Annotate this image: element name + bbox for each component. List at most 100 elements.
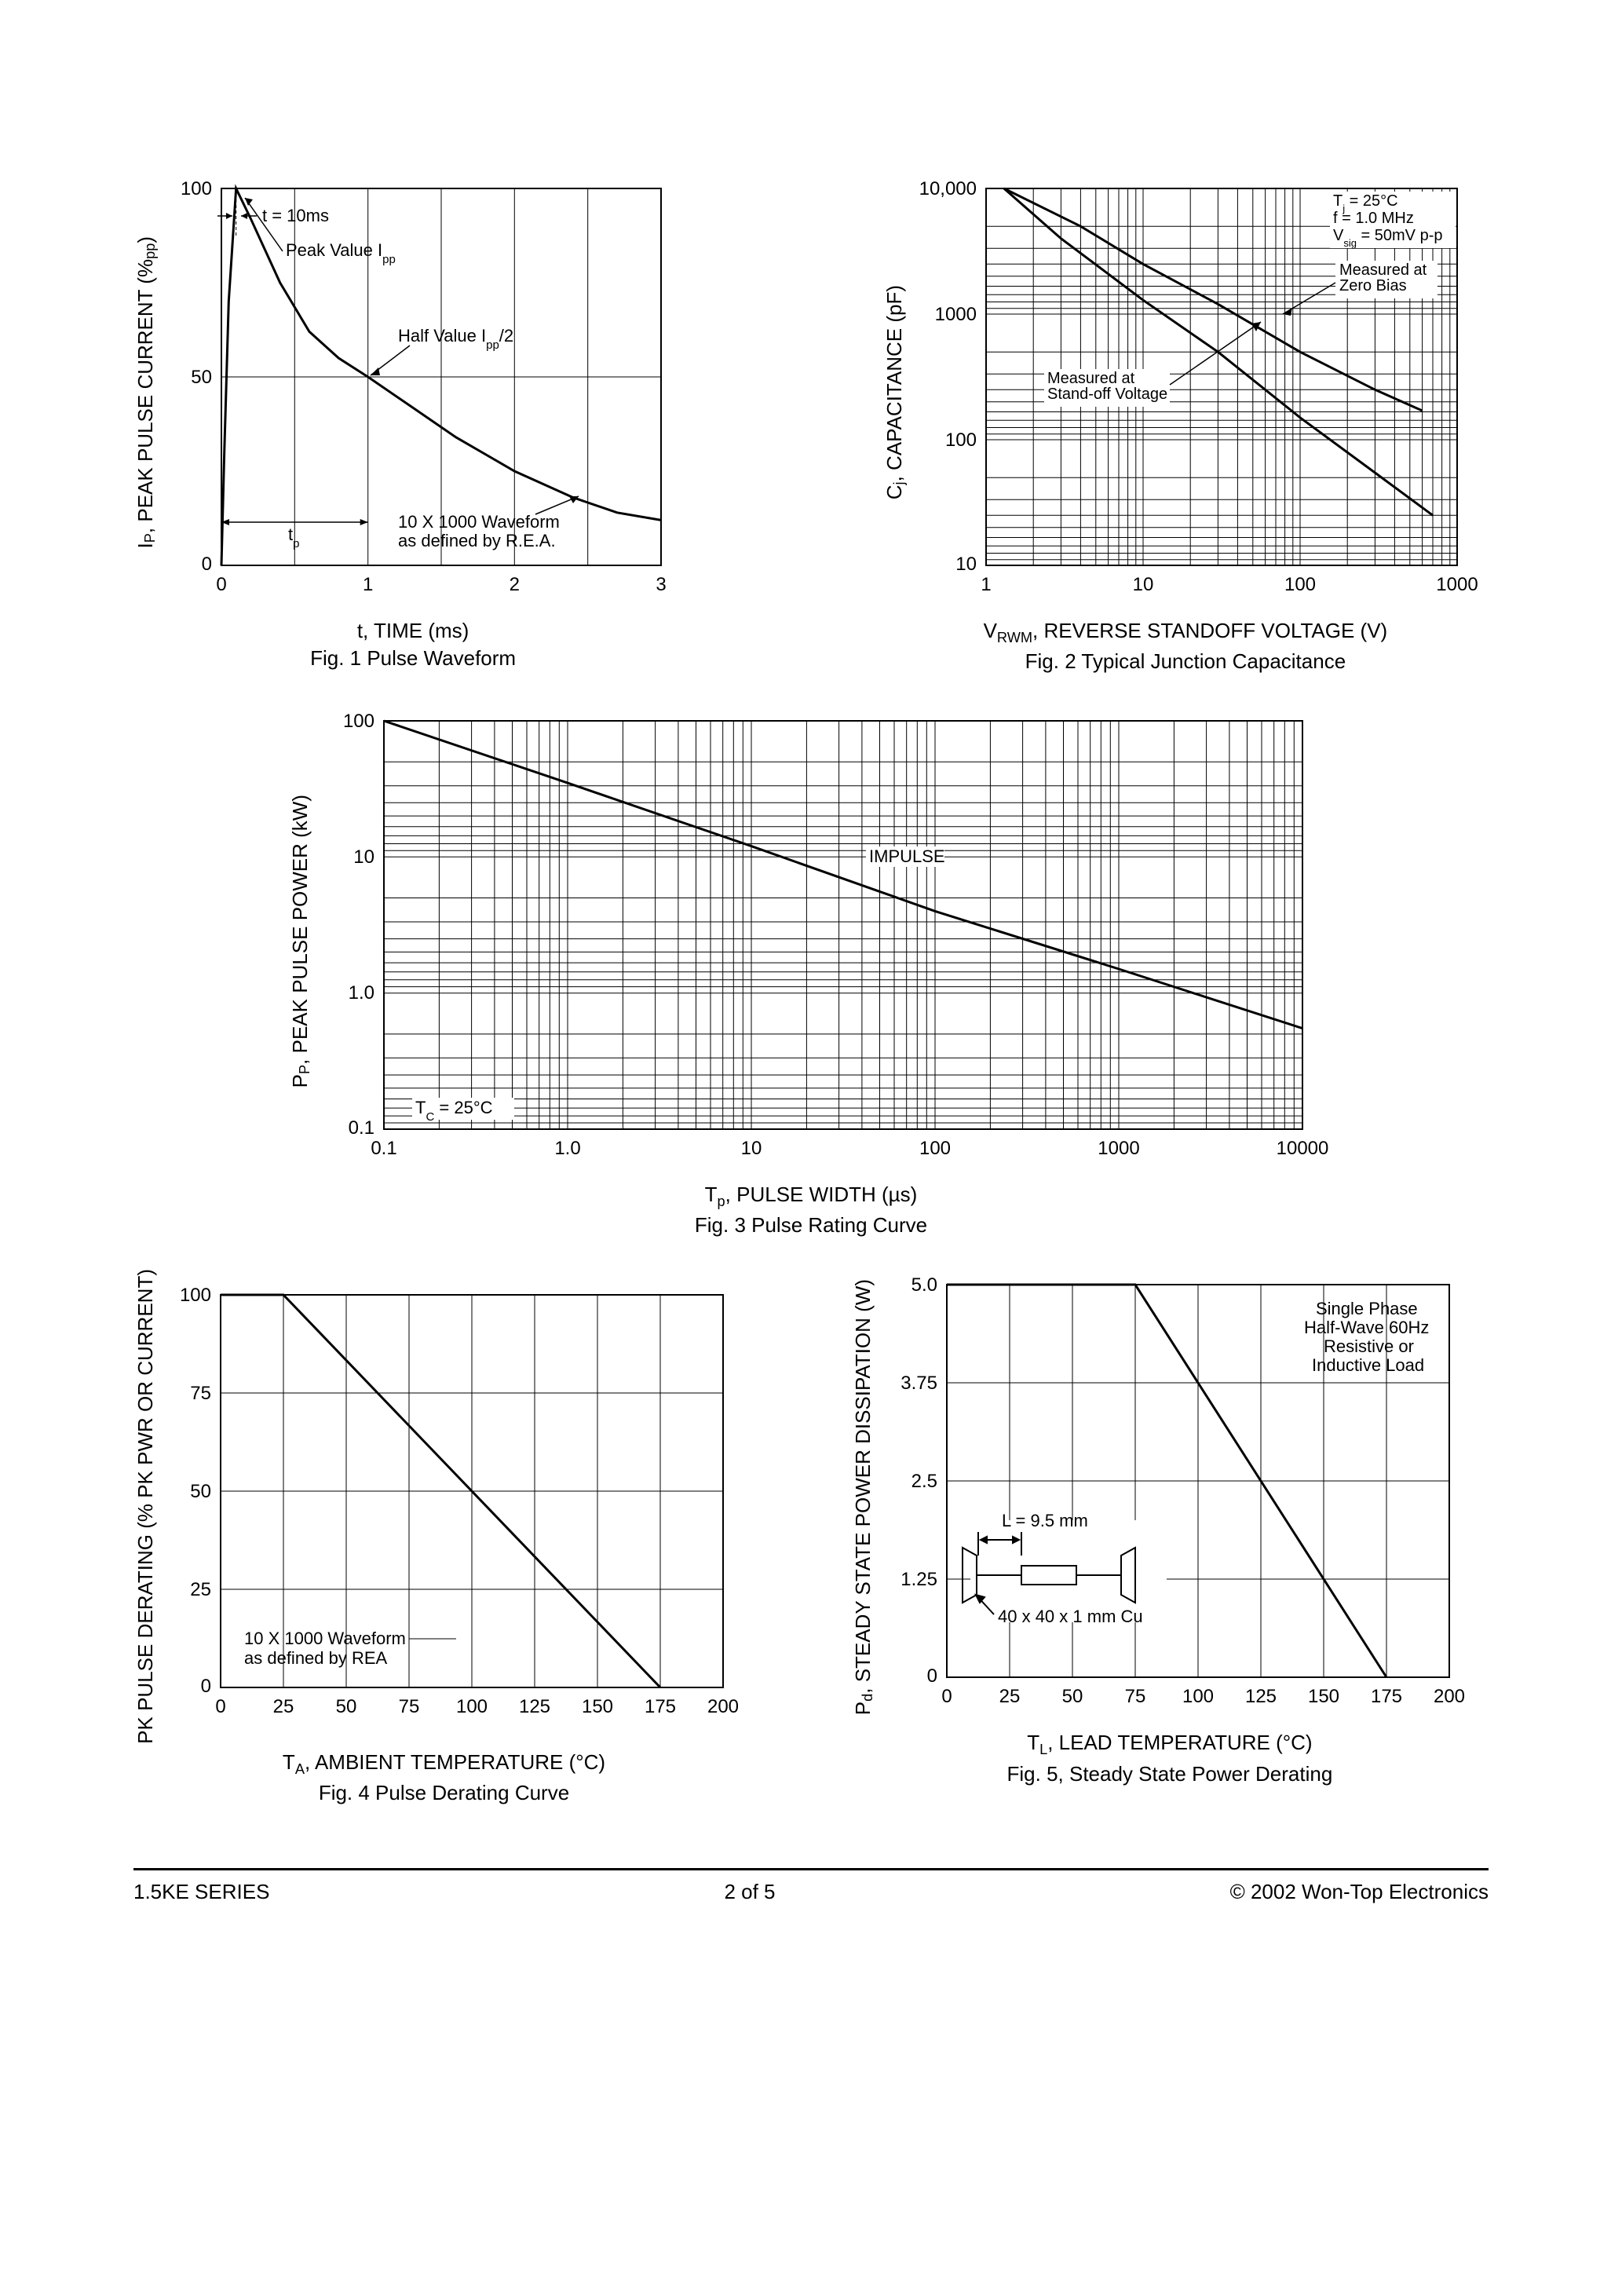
fig3-annot-impulse: IMPULSE: [869, 846, 945, 866]
fig4-annot-r1: 10 X 1000 Waveform: [244, 1629, 406, 1648]
svg-text:1: 1: [363, 574, 373, 595]
svg-text:1.25: 1.25: [901, 1569, 937, 1590]
fig3-xlabel: Tp, PULSE WIDTH (µs): [705, 1183, 918, 1210]
svg-text:1000: 1000: [1098, 1138, 1139, 1159]
svg-text:3.75: 3.75: [901, 1373, 937, 1394]
fig2-annot-zb1: Measured at: [1339, 261, 1427, 279]
footer-copyright: © 2002 Won-Top Electronics: [1230, 1880, 1489, 1904]
svg-text:10: 10: [1133, 574, 1154, 595]
svg-text:0.1: 0.1: [349, 1117, 374, 1139]
svg-text:200: 200: [707, 1696, 739, 1717]
svg-text:150: 150: [1308, 1686, 1339, 1707]
fig2-annot-c2: f = 1.0 MHz: [1333, 210, 1414, 227]
fig3-block: PP, PEAK PULSE POWER (kW): [288, 705, 1334, 1238]
svg-text:150: 150: [582, 1696, 613, 1717]
fig5-ylabel: Pd, STEADY STATE POWER DISSIPATION (W): [851, 1279, 876, 1715]
svg-text:0: 0: [941, 1686, 952, 1707]
svg-text:1: 1: [981, 574, 991, 595]
svg-text:75: 75: [399, 1696, 420, 1717]
fig3-chart: IMPULSE TC = 25°C 100 10 1.0 0.1 0.1 1.0…: [313, 705, 1334, 1176]
svg-text:1000: 1000: [1436, 574, 1478, 595]
svg-text:0: 0: [215, 1696, 225, 1717]
fig1-chart: t = 10ms Peak Value Ipp Half Value Ipp/2: [159, 173, 692, 612]
fig1-annot-tr: t = 10ms: [262, 206, 329, 225]
svg-text:100: 100: [919, 1138, 951, 1159]
fig5-annot-c4: Inductive Load: [1312, 1355, 1424, 1375]
fig5-annot-c2: Half-Wave 60Hz: [1304, 1318, 1429, 1337]
svg-text:0.1: 0.1: [371, 1138, 396, 1159]
svg-text:25: 25: [273, 1696, 294, 1717]
svg-text:1000: 1000: [935, 304, 977, 325]
svg-text:1.0: 1.0: [349, 982, 374, 1004]
fig4-chart: 10 X 1000 Waveform as defined by REA 100…: [158, 1279, 754, 1735]
svg-text:100: 100: [1182, 1686, 1214, 1707]
fig4-ylabel: PK PULSE DERATING (% PK PWR OR CURRENT): [133, 1269, 158, 1744]
fig4-caption: Fig. 4 Pulse Derating Curve: [319, 1781, 569, 1805]
fig2-annot-so1: Measured at: [1047, 370, 1135, 387]
datasheet-page: IP, PEAK PULSE CURRENT (%pp): [133, 173, 1489, 1904]
svg-text:3: 3: [656, 574, 667, 595]
fig5-annot-lead: L = 9.5 mm: [1002, 1511, 1088, 1530]
svg-text:125: 125: [519, 1696, 550, 1717]
fig4-block: PK PULSE DERATING (% PK PWR OR CURRENT) …: [133, 1269, 754, 1805]
fig5-annot-cu: 40 x 40 x 1 mm Cu: [998, 1607, 1143, 1626]
fig1-block: IP, PEAK PULSE CURRENT (%pp): [133, 173, 692, 674]
fig4-annot-r2: as defined by REA: [244, 1648, 388, 1668]
svg-text:25: 25: [999, 1686, 1021, 1707]
svg-text:50: 50: [1062, 1686, 1083, 1707]
svg-text:0: 0: [927, 1665, 937, 1687]
fig1-annot-peak: Peak Value Ipp: [286, 240, 396, 266]
fig5-chart: Single Phase Half-Wave 60Hz Resistive or…: [876, 1269, 1489, 1724]
fig2-xlabel: VRWM, REVERSE STANDOFF VOLTAGE (V): [984, 619, 1388, 646]
svg-text:200: 200: [1434, 1686, 1465, 1707]
fig1-annot-rea1: 10 X 1000 Waveform: [398, 512, 560, 532]
svg-text:25: 25: [190, 1579, 211, 1600]
fig1-annot-half: Half Value Ipp/2: [398, 326, 513, 352]
svg-text:0: 0: [217, 574, 227, 595]
fig3-caption: Fig. 3 Pulse Rating Curve: [695, 1213, 927, 1238]
fig2-chart: Tj = 25°C f = 1.0 MHz Vsig = 50mV p-p Me…: [908, 173, 1489, 612]
svg-text:100: 100: [456, 1696, 488, 1717]
svg-text:10,000: 10,000: [919, 178, 977, 199]
fig4-xlabel: TA, AMBIENT TEMPERATURE (°C): [283, 1750, 605, 1778]
svg-text:100: 100: [181, 178, 212, 199]
svg-text:75: 75: [1125, 1686, 1146, 1707]
svg-text:0: 0: [202, 554, 212, 575]
row-3: PK PULSE DERATING (% PK PWR OR CURRENT) …: [133, 1269, 1489, 1805]
svg-text:100: 100: [1284, 574, 1316, 595]
svg-text:5.0: 5.0: [911, 1274, 937, 1296]
fig1-annot-rea2: as defined by R.E.A.: [398, 531, 556, 550]
fig1-ylabel: IP, PEAK PULSE CURRENT (%pp): [133, 236, 159, 548]
svg-text:100: 100: [945, 430, 977, 451]
svg-text:10000: 10000: [1277, 1138, 1329, 1159]
fig2-annot-so2: Stand-off Voltage: [1047, 386, 1167, 403]
svg-text:10: 10: [955, 554, 977, 575]
fig2-caption: Fig. 2 Typical Junction Capacitance: [1025, 649, 1346, 674]
fig1-annot-td: tp: [288, 525, 299, 550]
svg-text:2.5: 2.5: [911, 1471, 937, 1492]
svg-text:10: 10: [353, 846, 374, 868]
svg-text:175: 175: [645, 1696, 676, 1717]
row-2: PP, PEAK PULSE POWER (kW): [133, 705, 1489, 1238]
fig2-annot-zb2: Zero Bias: [1339, 277, 1407, 294]
svg-text:125: 125: [1245, 1686, 1277, 1707]
page-footer: 1.5KE SERIES 2 of 5 © 2002 Won-Top Elect…: [133, 1868, 1489, 1904]
svg-text:100: 100: [343, 711, 374, 732]
footer-page: 2 of 5: [724, 1880, 775, 1904]
footer-series: 1.5KE SERIES: [133, 1880, 269, 1904]
fig5-annot-c3: Resistive or: [1324, 1336, 1414, 1356]
svg-text:1.0: 1.0: [554, 1138, 580, 1159]
svg-text:0: 0: [201, 1676, 211, 1697]
svg-text:175: 175: [1371, 1686, 1402, 1707]
svg-text:50: 50: [191, 367, 212, 388]
fig2-block: Cj, CAPACITANCE (pF): [882, 173, 1489, 674]
svg-text:50: 50: [190, 1481, 211, 1502]
svg-text:75: 75: [190, 1383, 211, 1404]
fig1-xlabel: t, TIME (ms): [357, 619, 469, 643]
svg-text:2: 2: [510, 574, 520, 595]
svg-text:50: 50: [336, 1696, 357, 1717]
row-1: IP, PEAK PULSE CURRENT (%pp): [133, 173, 1489, 674]
svg-text:100: 100: [180, 1285, 211, 1306]
fig2-ylabel: Cj, CAPACITANCE (pF): [882, 285, 908, 499]
fig5-xlabel: TL, LEAD TEMPERATURE (°C): [1027, 1731, 1312, 1758]
